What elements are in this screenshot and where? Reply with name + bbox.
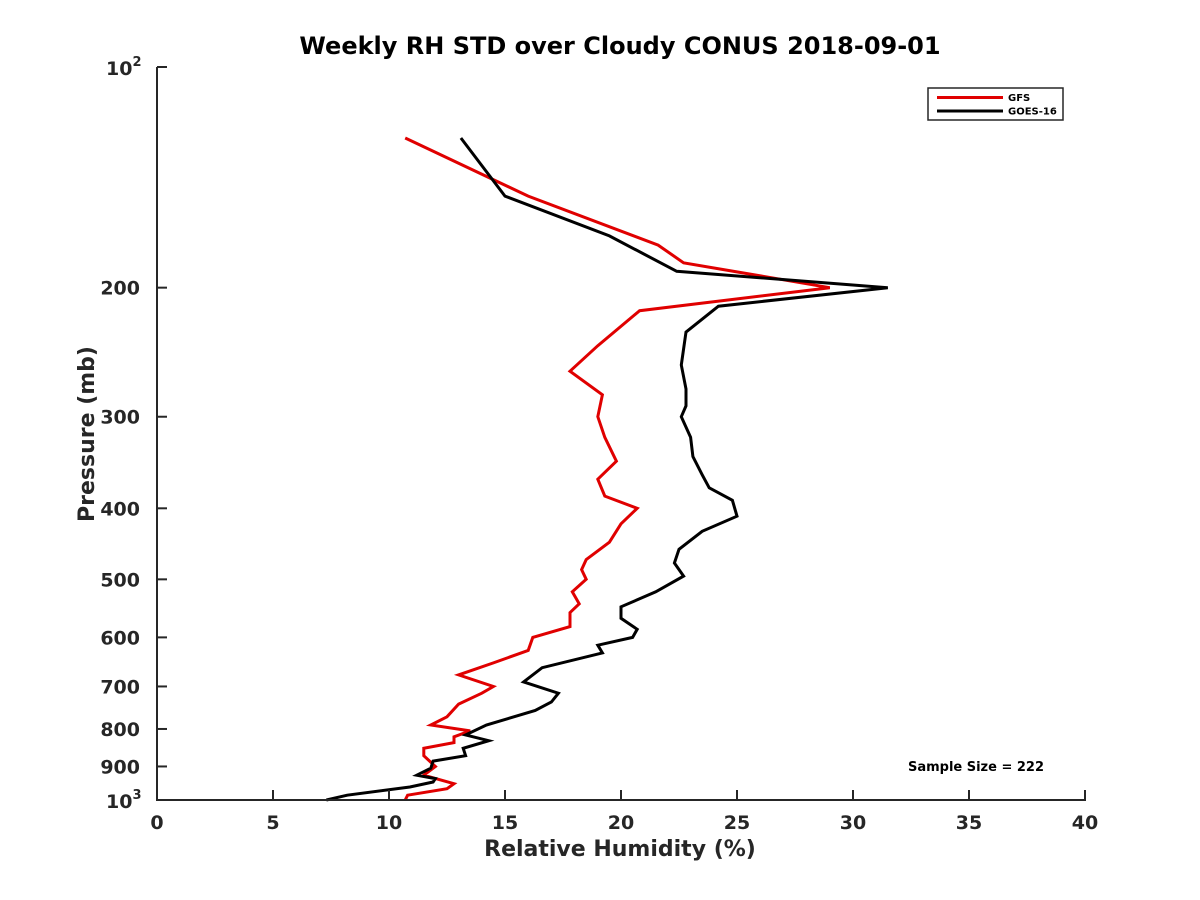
x-tick-label-25: 25 — [724, 812, 750, 834]
legend: GFS GOES-16 — [927, 87, 1064, 121]
sample-size-annotation: Sample Size = 222 — [908, 760, 1044, 775]
x-tick-label-40: 40 — [1072, 812, 1098, 834]
y-tick-label-300: 300 — [100, 407, 140, 429]
plot-lines — [326, 136, 888, 802]
x-ticks: 0 5 10 15 20 25 30 35 40 — [150, 790, 1098, 834]
x-tick-label-35: 35 — [956, 812, 982, 834]
y-tick-label-600: 600 — [100, 627, 140, 649]
x-axis-label: Relative Humidity (%) — [484, 837, 756, 862]
legend-box — [927, 87, 1064, 121]
series-line-goes-16 — [326, 137, 888, 802]
axes — [156, 67, 1086, 801]
chart-title: Weekly RH STD over Cloudy CONUS 2018-09-… — [299, 32, 940, 60]
legend-label-goes16: GOES-16 — [1008, 107, 1057, 118]
y-tick-label-700: 700 — [100, 676, 140, 698]
x-tick-label-15: 15 — [492, 812, 518, 834]
y-tick-label-100: 102 — [106, 55, 142, 80]
y-ticks: 102 200 300 400 500 600 700 800 900 103 — [100, 55, 167, 813]
x-tick-label-5: 5 — [266, 812, 279, 834]
y-tick-label-1000: 103 — [106, 788, 142, 813]
y-tick-label-400: 400 — [100, 498, 140, 520]
y-tick-label-200: 200 — [100, 278, 140, 300]
series-line-gfs — [403, 136, 831, 801]
legend-label-gfs: GFS — [1008, 93, 1030, 104]
y-axis-label: Pressure (mb) — [75, 346, 100, 522]
x-tick-label-20: 20 — [608, 812, 634, 834]
y-tick-label-800: 800 — [100, 719, 140, 741]
x-tick-label-0: 0 — [150, 812, 163, 834]
x-tick-label-30: 30 — [840, 812, 866, 834]
y-tick-label-900: 900 — [100, 756, 140, 778]
x-tick-label-10: 10 — [376, 812, 402, 834]
y-tick-label-500: 500 — [100, 569, 140, 591]
